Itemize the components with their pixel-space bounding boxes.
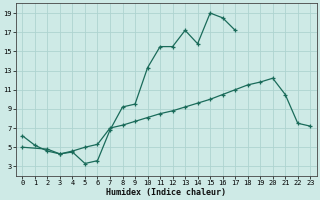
- X-axis label: Humidex (Indice chaleur): Humidex (Indice chaleur): [106, 188, 226, 197]
